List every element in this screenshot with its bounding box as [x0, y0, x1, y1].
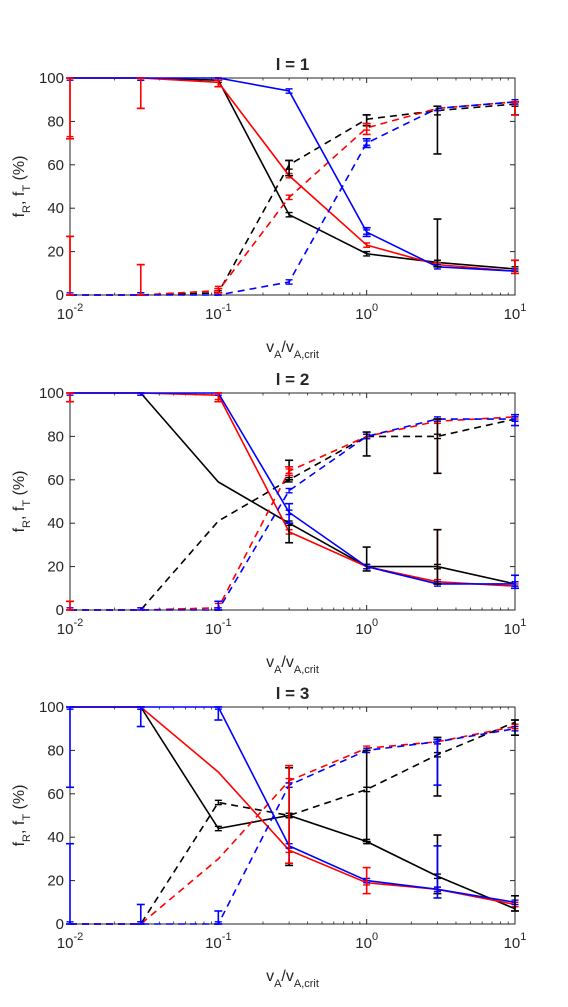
x-tick-label: 10-2	[57, 931, 83, 952]
plot-area	[69, 706, 516, 925]
panel-2: 10-2 10-1 100 101 0 20 40 60 80 100 l = 2 vA/vA,cri…	[11, 370, 526, 676]
x-tick-label: 101	[504, 931, 527, 952]
y-tick-label: 80	[47, 742, 64, 759]
panel-3: 10-2 10-1 100 101 0 20 40 60 80 100 l = 3 vA/vA,cri…	[11, 684, 526, 990]
x-tick-label: 10-2	[57, 617, 83, 638]
x-tick-label: 100	[355, 617, 378, 638]
y-tick-label: 0	[56, 916, 64, 933]
y-axis-title: fR, fT (%)	[11, 471, 33, 533]
y-tick-label: 20	[47, 559, 64, 576]
y-tick-label: 40	[47, 515, 64, 532]
y-tick-label: 20	[47, 244, 64, 261]
y-tick-label: 80	[47, 428, 64, 445]
x-tick-label: 100	[355, 302, 378, 323]
panel-1: 10-2 10-1 100 101 0 20 40 60 80 100 l = 1 vA/vA,cri…	[11, 55, 526, 361]
x-tick-label: 100	[355, 931, 378, 952]
plot-area	[69, 392, 516, 611]
x-axis-title: vA/vA,crit	[266, 654, 319, 676]
x-tick-label: 10-1	[205, 931, 231, 952]
x-axis-title: vA/vA,crit	[266, 968, 319, 990]
x-tick-label: 10-1	[205, 302, 231, 323]
y-tick-label: 40	[47, 829, 64, 846]
y-tick-label: 0	[56, 602, 64, 619]
y-tick-label: 40	[47, 200, 64, 217]
y-axis-title: fR, fT (%)	[11, 785, 33, 847]
x-tick-label: 101	[504, 617, 527, 638]
y-axis-title: fR, fT (%)	[11, 156, 33, 218]
y-tick-label: 100	[39, 699, 64, 716]
x-axis-title: vA/vA,crit	[266, 339, 319, 361]
y-tick-label: 80	[47, 113, 64, 130]
x-tick-label: 10-2	[57, 302, 83, 323]
panel-title: l = 2	[276, 370, 310, 389]
panel-title: l = 3	[276, 684, 310, 703]
y-tick-label: 20	[47, 873, 64, 890]
x-tick-label: 101	[504, 302, 527, 323]
y-tick-label: 0	[56, 287, 64, 304]
x-tick-label: 10-1	[205, 617, 231, 638]
plot-area	[69, 77, 516, 296]
y-tick-label: 100	[39, 70, 64, 87]
y-tick-label: 60	[47, 157, 64, 174]
y-tick-label: 60	[47, 786, 64, 803]
y-tick-label: 100	[39, 385, 64, 402]
y-tick-label: 60	[47, 472, 64, 489]
panel-title: l = 1	[276, 55, 310, 74]
